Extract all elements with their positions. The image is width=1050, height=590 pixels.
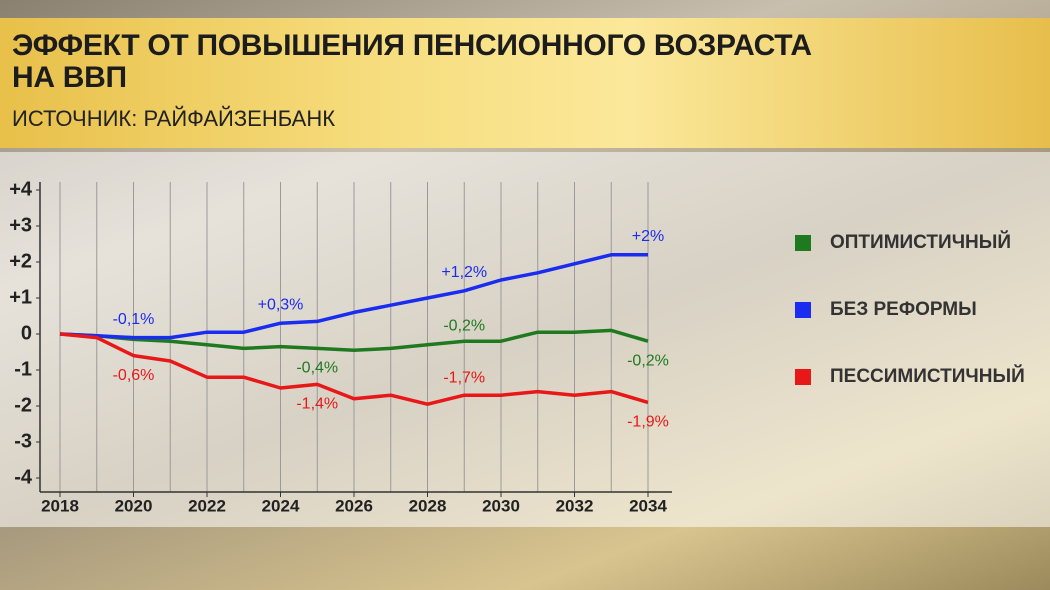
value-label: +0,3% [258, 296, 304, 313]
y-tick-label: +2 [9, 250, 32, 272]
legend-label: БЕЗ РЕФОРМЫ [830, 299, 977, 320]
x-tick-label: 2022 [188, 496, 226, 515]
x-tick-label: 2024 [262, 496, 300, 515]
value-label: -1,9% [627, 414, 669, 431]
x-tick-label: 2034 [629, 496, 667, 515]
y-tick-label: -4 [14, 466, 33, 488]
x-tick-label: 2026 [335, 496, 373, 515]
value-label: -1,7% [443, 369, 485, 386]
y-tick-label: -2 [14, 394, 32, 416]
title-band [0, 18, 1050, 148]
legend-swatch [795, 369, 811, 385]
x-tick-label: 2030 [482, 496, 520, 515]
series-line [59, 328, 649, 352]
value-label: -0,2% [627, 352, 669, 369]
legend-swatch [795, 235, 811, 251]
y-tick-label: 0 [21, 322, 32, 344]
legend-label: ОПТИМИСТИЧНЫЙ [830, 231, 1011, 253]
x-tick-label: 2020 [115, 496, 153, 515]
value-label: -1,4% [296, 396, 338, 413]
chart-title: ЭФФЕКТ ОТ ПОВЫШЕНИЯ ПЕНСИОННОГО ВОЗРАСТА… [12, 29, 812, 94]
y-tick-label: +1 [9, 286, 32, 308]
value-label: +2% [632, 228, 664, 245]
y-tick-label: +3 [9, 214, 32, 236]
x-tick-label: 2028 [409, 496, 447, 515]
x-tick-label: 2032 [556, 496, 594, 515]
value-label: -0,1% [113, 311, 155, 328]
series-line [59, 332, 649, 406]
y-tick-label: -1 [14, 358, 32, 380]
y-tick-label: +4 [9, 178, 33, 200]
plot-panel [0, 152, 1050, 527]
series-line [59, 253, 648, 340]
legend-label: ПЕССИМИСТИЧНЫЙ [830, 365, 1025, 387]
value-label: -0,6% [113, 367, 155, 384]
y-tick-label: -3 [14, 430, 32, 452]
legend-swatch [795, 302, 811, 318]
value-label: +1,2% [441, 264, 487, 281]
chart-subtitle: ИСТОЧНИК: РАЙФАЙЗЕНБАНК [12, 106, 336, 131]
value-label: -0,4% [296, 360, 338, 377]
x-tick-label: 2018 [41, 496, 79, 515]
value-label: -0,2% [443, 317, 485, 334]
